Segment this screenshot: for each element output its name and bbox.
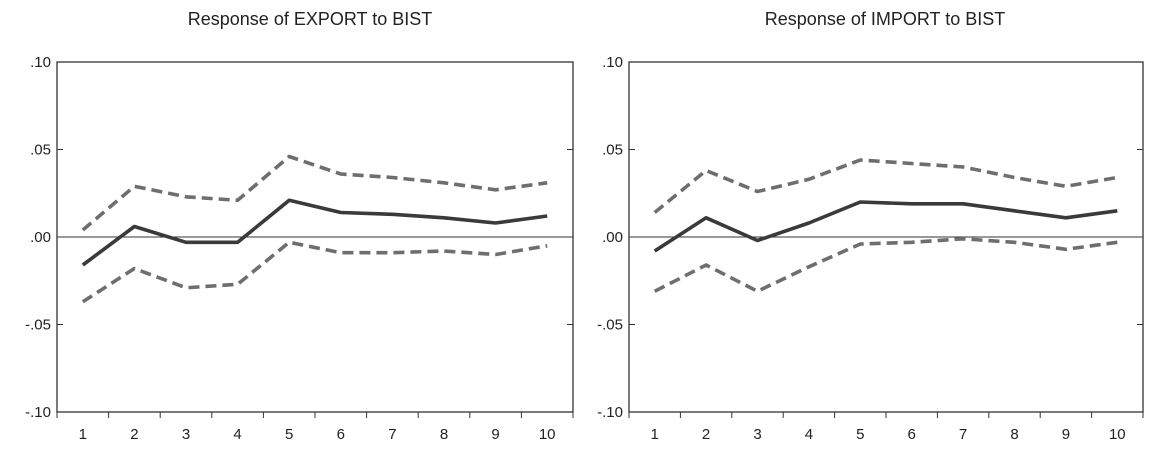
series-line-upper-band [81,154,548,232]
x-tick-label: 3 [182,426,190,443]
y-tick-label: -.05 [25,317,51,334]
x-tick-label: 6 [908,426,916,443]
x-tick-label: 7 [959,426,967,443]
y-tick-label: .10 [30,54,51,71]
series-line-lower-band [653,237,1118,294]
x-tick-label: 10 [539,426,556,443]
series-line-response [653,200,1118,253]
plot-area: .10 .05 .00 -.05 -.10 1 2 3 4 5 6 7 8 9 10 [597,54,1144,443]
x-tick-label: 1 [79,426,87,443]
x-tick-label: 1 [651,426,659,443]
x-tick-label: 9 [491,426,499,443]
y-tick-label: -.10 [25,404,51,421]
y-tick-label: -.10 [597,404,623,421]
y-tick-label: .00 [30,229,51,246]
chart-title: Response of IMPORT to BIST [765,9,1005,29]
x-tick-label: 6 [337,426,345,443]
x-tick-label: 3 [753,426,761,443]
x-tick-label: 5 [285,426,293,443]
x-tick-label: 4 [233,426,241,443]
x-tick-label: 8 [1010,426,1018,443]
chart-panel-import: Response of IMPORT to BIST .10 .05 .00 -.05… [597,9,1144,443]
series-line-response [81,198,548,267]
series-line-lower-band [81,240,548,304]
x-tick-label: 4 [805,426,813,443]
plot-area: .10 .05 .00 -.05 -.10 1 2 3 4 5 6 7 8 9 10 [25,54,574,443]
chart-panel-export: Response of EXPORT to BIST .10 .05 .00 -.05… [25,9,574,443]
x-tick-label: 2 [130,426,138,443]
x-tick-label: 2 [702,426,710,443]
y-tick-label: .05 [602,142,623,159]
x-tick-label: 5 [856,426,864,443]
chart-title: Response of EXPORT to BIST [188,9,432,29]
x-tick-label: 9 [1062,426,1070,443]
x-tick-label: 7 [388,426,396,443]
x-tick-label: 10 [1109,426,1126,443]
x-tick-label: 8 [440,426,448,443]
y-tick-label: -.05 [597,317,623,334]
series-line-upper-band [653,158,1118,214]
y-tick-label: .10 [602,54,623,71]
y-tick-label: .00 [602,229,623,246]
y-tick-label: .05 [30,142,51,159]
